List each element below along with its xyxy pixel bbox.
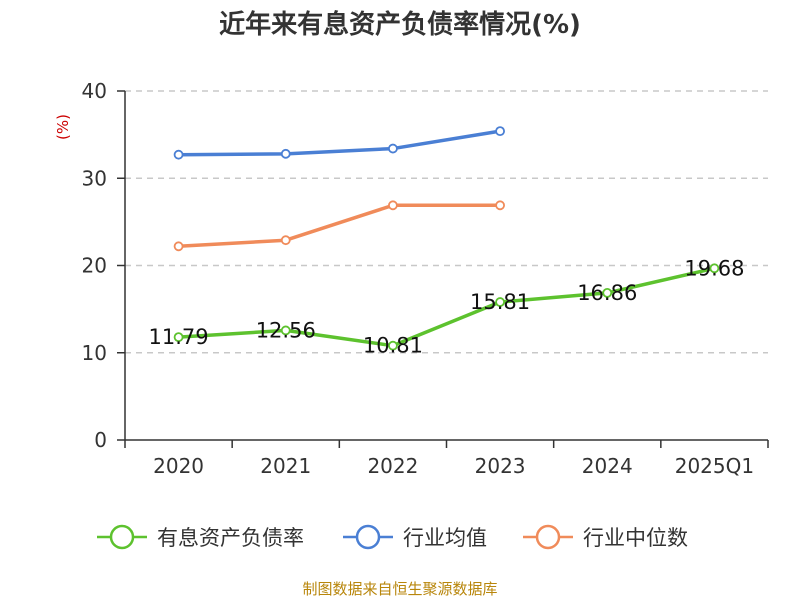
legend-swatch-marker: [109, 524, 135, 550]
data-point: [173, 332, 184, 343]
legend: 有息资产负债率 行业均值 行业中位数: [97, 524, 688, 550]
series-line-1: [178, 129, 501, 157]
x-tick-label: 2025Q1: [675, 454, 754, 478]
series-line-2: [178, 203, 501, 249]
x-tick-label: 2020: [153, 454, 204, 478]
legend-label: 行业中位数: [583, 526, 688, 550]
x-tick-label: 2024: [582, 454, 633, 478]
data-point: [495, 126, 505, 137]
legend-label: 有息资产负债率: [157, 526, 304, 550]
data-point: [173, 241, 184, 252]
data-point: [388, 200, 398, 211]
data-point: [280, 325, 291, 336]
data-point: [173, 149, 184, 160]
x-tick-label: 2023: [475, 454, 526, 478]
data-label: 12.56: [256, 318, 316, 342]
x-tick-label: 2021: [260, 454, 311, 478]
data-point: [709, 263, 720, 274]
y-tick-label: 10: [82, 341, 107, 365]
axes: 0 10 20 30 40 2020 2021 2022 2023 2024 2025Q1: [82, 79, 769, 478]
data-label: 11.79: [149, 325, 209, 349]
data-labels: 11.79 12.56 10.81 15.81 16.86 19.68: [149, 256, 745, 357]
data-label: 15.81: [470, 290, 530, 314]
data-point: [388, 143, 398, 154]
chart-title: 近年来有息资产负债率情况(%): [219, 9, 581, 40]
series-lines: [173, 126, 720, 351]
series-line-0: [178, 266, 715, 348]
data-point: [280, 148, 291, 159]
grid-lines: [125, 90, 768, 354]
data-point: [495, 200, 505, 211]
legend-label: 行业均值: [403, 526, 487, 550]
y-tick-label: 20: [82, 254, 107, 278]
data-label: 10.81: [363, 334, 423, 358]
legend-swatch-marker: [535, 524, 561, 550]
y-tick-label: 30: [82, 166, 107, 190]
data-point: [388, 340, 398, 351]
legend-swatch-marker: [355, 524, 381, 550]
data-point: [495, 297, 505, 307]
y-axis-unit-label: (%): [54, 114, 72, 140]
source-note: 制图数据来自恒生聚源数据库: [302, 580, 497, 598]
data-label: 19.68: [684, 256, 744, 280]
y-tick-label: 40: [82, 79, 107, 103]
data-point: [602, 287, 613, 298]
x-tick-label: 2022: [367, 454, 418, 478]
data-point: [280, 235, 291, 246]
y-tick-label: 0: [94, 428, 107, 452]
data-label: 16.86: [577, 281, 637, 305]
